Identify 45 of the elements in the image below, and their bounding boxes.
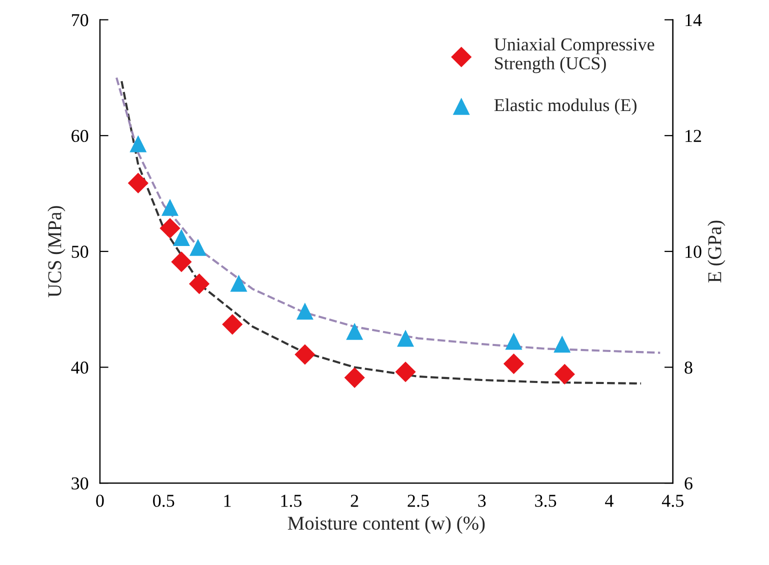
point — [160, 218, 180, 239]
point — [296, 302, 314, 320]
point — [505, 332, 522, 350]
y-tick-label: 50 — [72, 246, 88, 258]
point — [128, 172, 148, 194]
x-tick-label: 4.5 — [662, 494, 684, 507]
x-tick-label: 0.5 — [153, 494, 174, 507]
y2-tick-label: 6 — [684, 477, 692, 490]
point — [161, 198, 178, 216]
point — [397, 330, 414, 347]
y2-tick-label: 8 — [684, 362, 692, 374]
x-tick-label: 1.5 — [281, 494, 302, 507]
y2-tick-label: 14 — [686, 14, 702, 26]
point — [188, 274, 210, 294]
x-tick-label: 4 — [605, 494, 614, 507]
y2-tick-label: 10 — [686, 246, 702, 258]
x-tick-label: 3 — [478, 494, 486, 507]
legend-label: Elastic modulus (E) — [494, 98, 636, 115]
y2-tick-label: 12 — [686, 130, 702, 142]
y2-axis-title: E (GPa) — [708, 220, 726, 282]
point — [554, 364, 575, 384]
x-tick-label: 1 — [224, 494, 231, 507]
point — [554, 336, 571, 353]
point — [395, 362, 416, 382]
y-tick-label: 60 — [72, 130, 88, 142]
point — [503, 353, 524, 374]
y-axis-title: UCS (MPa) — [48, 206, 66, 298]
x-tick-label: 2 — [350, 494, 358, 507]
point — [222, 314, 243, 335]
x-tick-label: 3.5 — [535, 494, 556, 507]
x-tick-label: 0 — [96, 494, 104, 507]
legend-label: Uniaxial Compressive Strength (UCS) — [494, 38, 654, 74]
point — [294, 344, 316, 365]
point — [344, 367, 365, 388]
point — [346, 322, 364, 340]
point — [189, 238, 207, 256]
point — [230, 274, 248, 292]
x-axis-title: Moisture content (w) (%) — [288, 516, 485, 534]
x-tick-label: 2.5 — [408, 494, 429, 507]
point — [171, 252, 192, 272]
y-tick-label: 30 — [72, 477, 88, 490]
y-tick-label: 40 — [71, 362, 88, 374]
point — [130, 135, 147, 152]
y-tick-label: 70 — [72, 14, 88, 26]
point — [172, 229, 190, 246]
